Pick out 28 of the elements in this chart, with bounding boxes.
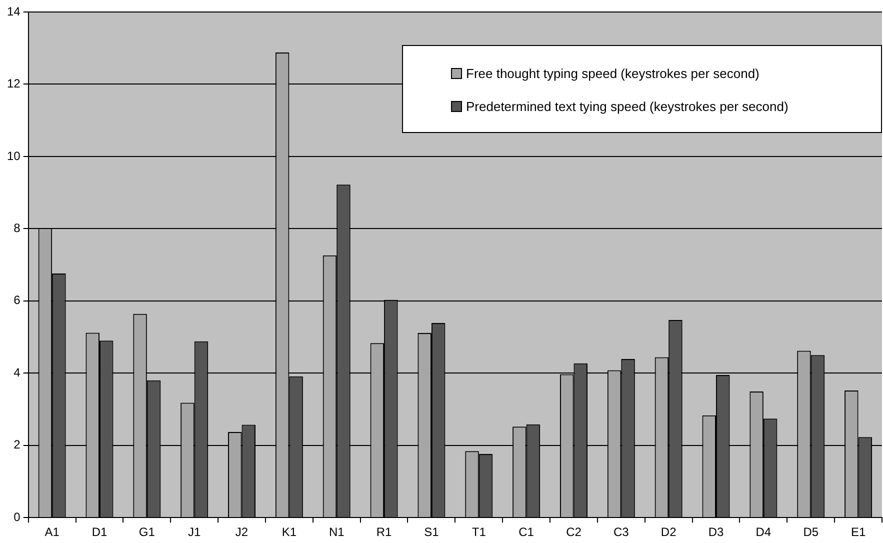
y-tick-label: 8 bbox=[14, 221, 21, 235]
legend-label: Free thought typing speed (keystrokes per second) bbox=[466, 66, 760, 81]
y-tick-label: 4 bbox=[14, 365, 21, 380]
legend-label: Predetermined text tying speed (keystrokes per second) bbox=[466, 99, 788, 114]
x-tick-label: D4 bbox=[756, 525, 772, 540]
x-tick-label: D1 bbox=[92, 525, 108, 540]
x-tick-label: D2 bbox=[660, 525, 677, 540]
y-tick-label: 0 bbox=[14, 510, 21, 524]
x-tick-label: J2 bbox=[235, 525, 248, 540]
x-tick-label: D5 bbox=[803, 525, 819, 540]
x-tick-label: R1 bbox=[376, 525, 392, 540]
y-tick-label: 6 bbox=[14, 293, 21, 308]
x-tick-label: C3 bbox=[613, 525, 630, 540]
x-tick-label: C2 bbox=[566, 525, 582, 540]
x-tick-label: N1 bbox=[328, 525, 345, 540]
x-tick-label: E1 bbox=[850, 525, 866, 540]
x-tick-label: J1 bbox=[188, 525, 201, 540]
x-tick-label: S1 bbox=[424, 525, 440, 540]
y-tick-label: 14 bbox=[6, 4, 21, 18]
y-tick-label: 2 bbox=[14, 438, 21, 452]
x-tick-label: C1 bbox=[518, 525, 534, 540]
x-tick-label: K1 bbox=[282, 525, 297, 540]
x-tick-label: T1 bbox=[472, 525, 486, 540]
y-tick-label: 10 bbox=[6, 148, 21, 163]
x-tick-label: G1 bbox=[138, 525, 156, 540]
x-tick-label: A1 bbox=[44, 525, 60, 540]
x-tick-label: D3 bbox=[708, 525, 724, 540]
y-tick-label: 12 bbox=[6, 76, 21, 91]
